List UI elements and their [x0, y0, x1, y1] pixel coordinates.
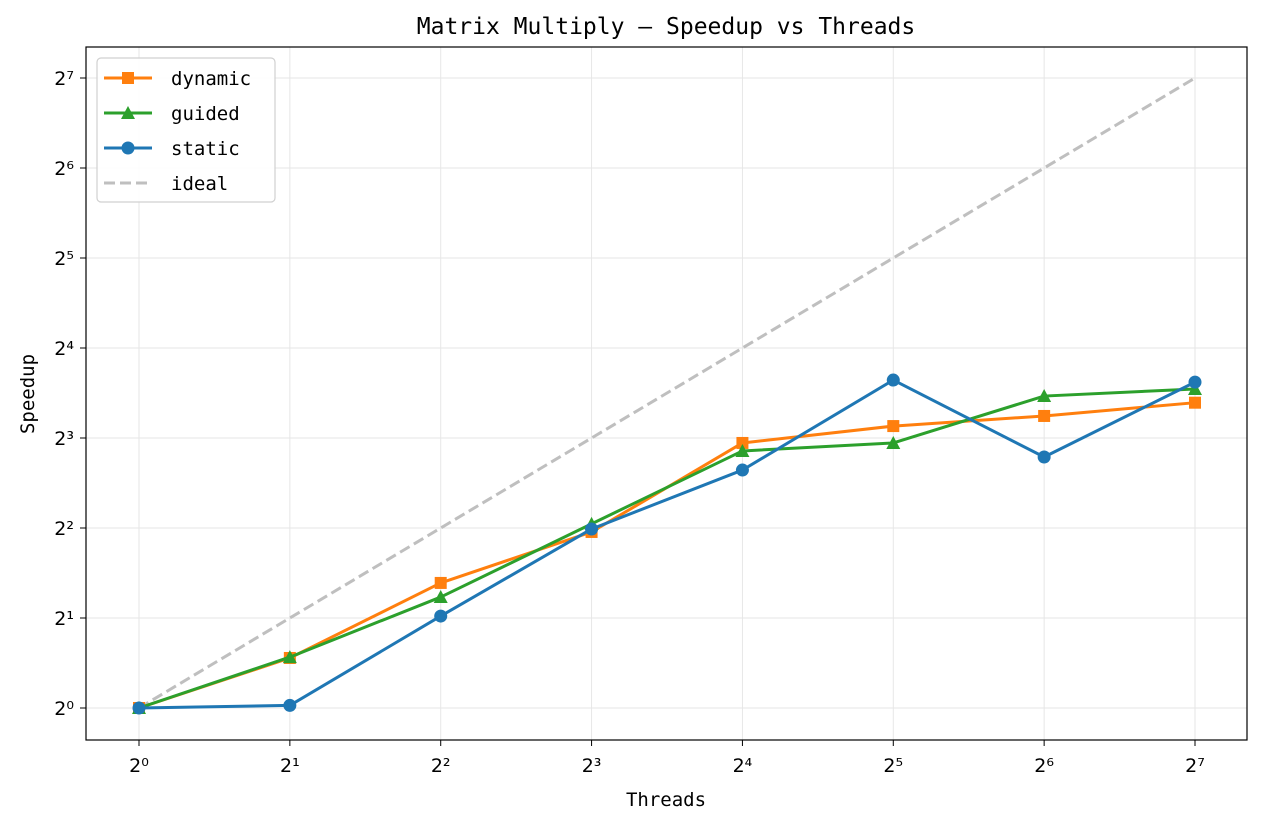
x-tick-label: 2²: [431, 755, 451, 777]
legend-label: ideal: [171, 173, 228, 195]
dynamic-line: [138, 401, 1196, 710]
guided-point: [1037, 389, 1052, 403]
static-point: [121, 141, 135, 155]
dynamic-point: [1188, 396, 1201, 409]
y-tick-label: 2⁴: [54, 338, 74, 360]
plot-frame: [85, 46, 1248, 741]
static-line: [138, 378, 1196, 710]
guided-line: [138, 387, 1196, 710]
x-tick-label: 2⁵: [883, 755, 903, 777]
static-point: [283, 698, 297, 712]
y-tick-label: 2³: [54, 428, 74, 450]
legend-label: static: [171, 138, 240, 160]
y-tick-label: 2¹: [54, 608, 74, 630]
static-point: [735, 463, 749, 477]
y-tick-label: 2⁷: [54, 68, 74, 90]
dynamic-point: [736, 436, 749, 449]
legend: dynamic guided static ideal: [96, 57, 276, 203]
ideal-line: [138, 76, 1196, 710]
guided-point: [121, 106, 135, 119]
series-lines: [132, 76, 1202, 715]
ticks: 2⁰ 2¹ 2² 2³ 2⁴ 2⁵ 2⁶ 2⁷ 2⁰ 2¹ 2² 2³ 2⁴ 2⁵ 2⁶ 2⁷: [54, 68, 1205, 777]
guided-point: [886, 435, 901, 449]
legend-item-guided: guided: [104, 103, 240, 125]
dynamic-point: [122, 72, 134, 84]
guided-point: [282, 650, 297, 664]
y-axis-label: Speedup: [17, 354, 39, 434]
x-tick-label: 2⁷: [1185, 755, 1205, 777]
grid: [86, 47, 1247, 740]
legend-box: [96, 57, 276, 203]
dynamic-point: [887, 420, 900, 433]
static-point: [1037, 450, 1051, 464]
legend-label: dynamic: [171, 68, 251, 90]
x-tick-label: 2³: [582, 755, 602, 777]
guided-point: [433, 590, 448, 604]
chart-title: Matrix Multiply — Speedup vs Threads: [417, 14, 916, 40]
x-tick-label: 2¹: [280, 755, 300, 777]
static-point: [585, 522, 599, 536]
legend-item-dynamic: dynamic: [104, 68, 251, 90]
static-point: [886, 373, 900, 387]
guided-point: [735, 443, 750, 457]
static-point: [132, 701, 146, 715]
y-tick-label: 2⁶: [54, 158, 74, 180]
y-tick-label: 2²: [54, 518, 74, 540]
dynamic-point: [1038, 409, 1051, 422]
y-tick-label: 2⁵: [54, 248, 74, 270]
legend-item-static: static: [104, 138, 240, 160]
x-tick-label: 2⁰: [129, 755, 149, 777]
legend-item-ideal: ideal: [104, 173, 228, 195]
y-tick-label: 2⁰: [54, 698, 74, 720]
static-point: [434, 609, 448, 623]
dynamic-point: [434, 576, 447, 589]
static-point: [1188, 375, 1202, 389]
x-tick-label: 2⁴: [733, 755, 753, 777]
x-axis-label: Threads: [626, 789, 706, 811]
legend-label: guided: [171, 103, 240, 125]
x-tick-label: 2⁶: [1034, 755, 1054, 777]
